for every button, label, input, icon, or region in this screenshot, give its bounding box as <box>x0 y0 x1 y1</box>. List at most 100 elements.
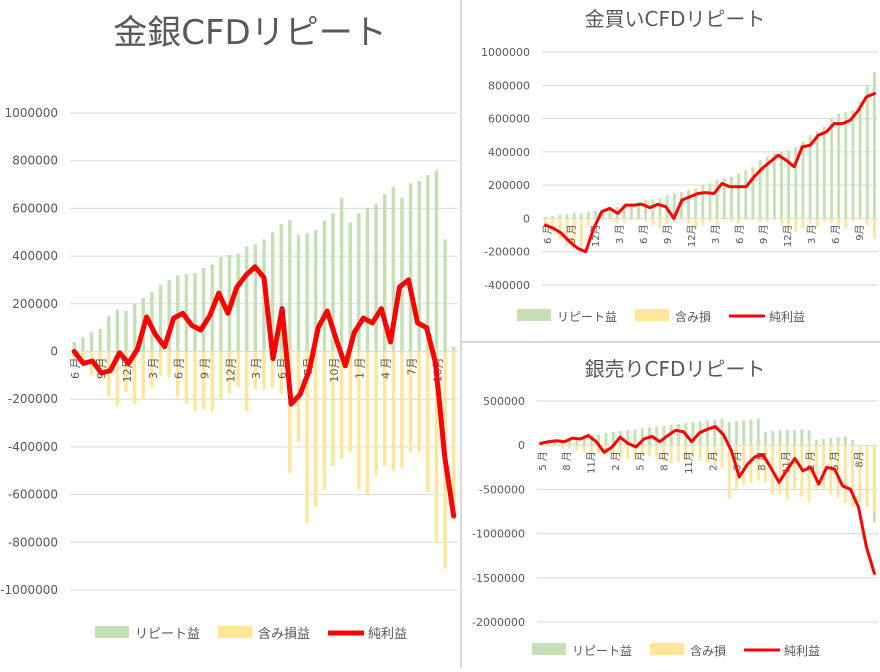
y-tick-label: 0 <box>50 345 58 359</box>
repeat-profit-bar <box>357 213 361 352</box>
legend-repeat-profit-label: リピート益 <box>135 627 200 642</box>
y-tick-label: 400000 <box>488 146 530 159</box>
repeat-profit-bar <box>107 315 111 352</box>
unrealized-loss-bar <box>751 218 755 221</box>
unrealized-loss-bar <box>72 351 77 362</box>
unrealized-loss-bar <box>597 445 601 454</box>
repeat-profit-bar <box>851 439 855 446</box>
y-tick-label: 400000 <box>12 249 58 263</box>
unrealized-loss-bar <box>872 218 876 239</box>
repeat-profit-bar <box>771 431 775 446</box>
repeat-profit-bar <box>270 232 275 352</box>
y-tick-label: 0 <box>518 439 525 452</box>
repeat-profit-bar <box>758 160 762 219</box>
unrealized-loss-bar <box>651 218 655 226</box>
y-tick-label: -1000000 <box>472 528 525 541</box>
x-tick-label: 8 月 <box>561 451 573 471</box>
repeat-profit-bar <box>822 126 826 219</box>
unrealized-loss-bar <box>658 218 662 229</box>
unrealized-loss-bar <box>844 218 848 229</box>
unrealized-loss-bar <box>858 218 862 221</box>
repeat-profit-bar <box>544 216 548 219</box>
unrealized-loss-bar <box>565 218 569 246</box>
unrealized-loss-bar <box>764 445 767 483</box>
repeat-profit-bar <box>677 423 680 446</box>
repeat-profit-bar <box>843 436 847 446</box>
repeat-profit-bar <box>772 153 776 219</box>
repeat-profit-bar <box>658 198 662 219</box>
repeat-profit-bar <box>801 141 805 219</box>
x-tick-label: 9月 <box>854 224 866 240</box>
unrealized-loss-bar <box>544 218 548 227</box>
chart-svg: 銀売りCFDリピート 500000 0 -500000 -1000000 -1500000… <box>472 357 878 658</box>
unrealized-loss-bar <box>737 218 741 224</box>
unrealized-loss-bar <box>236 351 240 388</box>
repeat-profit-bar <box>637 201 640 219</box>
repeat-profit-bar <box>679 191 683 219</box>
repeat-profit-bar <box>800 429 804 446</box>
unrealized-loss-bar <box>575 445 579 451</box>
repeat-profit-bar <box>778 430 782 446</box>
repeat-profit-bar <box>662 425 666 446</box>
unrealized-loss-bar <box>158 351 163 376</box>
repeat-profit-bar <box>150 291 154 352</box>
unrealized-loss-bar <box>417 351 421 452</box>
unrealized-loss-bar <box>648 445 651 457</box>
x-tick-label: 6 月 <box>830 224 842 244</box>
unrealized-loss-bar <box>644 218 648 222</box>
x-tick-label: 11月 <box>683 451 695 474</box>
gold-silver-cfd-repeat-chart: 金銀CFDリピート 1000000 800000 600000 400000 200000… <box>0 13 458 642</box>
net-profit-line <box>539 425 876 575</box>
repeat-profit-bar <box>708 183 712 219</box>
repeat-profit-bar <box>837 113 841 219</box>
repeat-profit-bar <box>132 303 137 352</box>
unrealized-loss-bar <box>314 351 318 507</box>
unrealized-loss-bar <box>176 351 180 397</box>
chart-svg: 金買いCFDリピート 1000000 800000 600000 400000 20000… <box>481 7 878 324</box>
unrealized-loss-bar <box>551 218 555 232</box>
unrealized-loss-bar <box>615 218 619 224</box>
unrealized-loss-bar <box>633 445 637 458</box>
repeat-profit-bar <box>691 422 695 446</box>
unrealized-loss-bar <box>558 218 562 239</box>
x-tick-label: 12月 <box>224 358 237 383</box>
unrealized-loss-bar <box>262 351 266 390</box>
y-tick-label: -2000000 <box>472 616 525 629</box>
repeat-profit-bar <box>765 156 769 219</box>
repeat-profit-bar <box>558 215 562 219</box>
repeat-profit-bar <box>844 111 848 219</box>
repeat-profit-bar <box>443 239 447 352</box>
unrealized-loss-bar <box>822 218 826 222</box>
repeat-profit-bar <box>815 131 819 219</box>
unrealized-loss-bar <box>98 351 102 381</box>
unrealized-loss-bar <box>744 218 748 221</box>
unrealized-loss-bar <box>742 445 746 485</box>
unrealized-loss-bar <box>391 351 396 471</box>
repeat-profit-bar <box>787 150 791 219</box>
x-tick-label: 3 月 <box>806 224 818 244</box>
x-tick-label: 3 月 <box>250 358 263 380</box>
x-tick-label: 2 月 <box>707 451 719 471</box>
legend-repeat-profit-swatch <box>517 309 551 321</box>
y-tick-label: -600000 <box>8 488 58 502</box>
unrealized-loss-bar <box>245 351 249 412</box>
repeat-profit-bar <box>296 234 301 352</box>
chart-svg: 金銀CFDリピート 1000000 800000 600000 400000 200000… <box>0 13 458 642</box>
unrealized-loss-bar <box>843 445 847 503</box>
repeat-profit-bar <box>644 200 648 219</box>
x-tick-label: 3 月 <box>710 224 722 244</box>
unrealized-loss-bar <box>331 351 335 466</box>
y-tick-label: 0 <box>523 212 530 225</box>
unrealized-loss-bar <box>141 351 146 400</box>
unrealized-loss-bar <box>107 351 111 397</box>
repeat-profit-bar <box>579 213 583 219</box>
repeat-profit-bar <box>417 180 421 352</box>
y-tick-label: -500000 <box>479 483 525 496</box>
x-tick-label: 10月 <box>328 358 341 383</box>
repeat-profit-bar <box>72 341 77 352</box>
unrealized-loss-bar <box>568 445 572 449</box>
repeat-profit-bar <box>730 176 733 219</box>
unrealized-loss-bar <box>546 445 550 447</box>
repeat-profit-bar <box>836 437 840 446</box>
y-tick-label: 1000000 <box>5 106 58 120</box>
